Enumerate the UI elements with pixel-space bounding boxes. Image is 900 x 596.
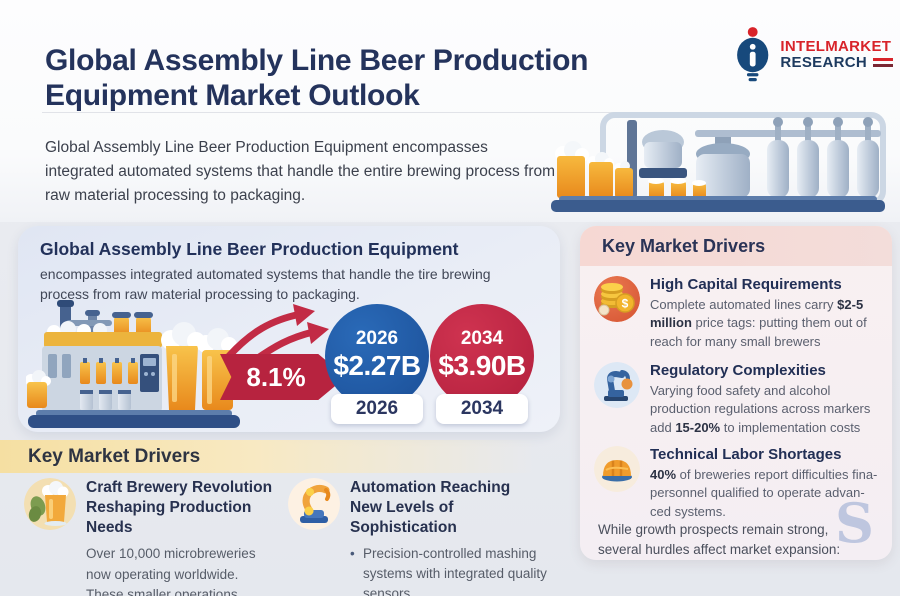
page-title: Global Assembly Line Beer Production Equi… [45,44,685,113]
svg-text:$: $ [622,297,629,311]
bottom-driver-title: Craft Brewery Revolution Reshaping Produc… [86,478,278,538]
market-value-2026-circle: 2026 $2.27B [325,304,429,408]
bottom-driver-body: Over 10,000 microbreweries now operating… [86,546,256,596]
tall-beer-glass [161,322,205,410]
small-mug [26,370,51,408]
brand-name-bottom: RESEARCH [780,55,893,71]
driver-body: Varying food safety and alcohol producti… [650,382,882,437]
driver-text-labor: Technical Labor Shortages 40% of breweri… [650,446,882,521]
fermentation-tanks [767,117,879,198]
cans-row [80,390,131,410]
growth-arrows-icon [225,304,329,364]
driver-item-high-capital: $ High Capital Requirements Complete aut… [594,276,880,351]
brand-logo: INTELMARKET RESEARCH [733,16,893,94]
bottom-driver-text: Craft Brewery Revolution Reshaping Produc… [86,478,278,596]
bottom-driver-automation: Automation Reaching New Levels of Sophist… [288,478,564,596]
market-overview-card: Global Assembly Line Beer Production Equ… [18,226,560,432]
bottom-driver-title-line1: Automation Reaching [350,479,511,496]
intro-text: Global Assembly Line Beer Production Equ… [45,138,556,204]
hard-hat-icon [594,446,640,492]
brewery-line-illustration [551,112,886,212]
year-2034-pill: 2034 [436,394,528,424]
market-year-2026: 2026 [355,328,399,350]
watermark-s: S [835,491,874,555]
market-year-2034: 2034 [460,328,504,350]
brew-kettle [696,137,750,198]
beer-glass-icon [24,478,76,530]
bullet-item: Precision-controlled mashing systems wit… [350,544,564,596]
driver-title: Regulatory Complexities [650,362,826,379]
key-market-drivers-panel: Key Market Drivers $ High Capital Requir… [580,226,892,560]
driver-body-post: price tags: putting them out of reach fo… [650,315,867,349]
bottom-driver-title-line2: New Levels of Sophistication [350,499,457,537]
driver-body-post: to implementation costs [720,419,861,435]
driver-body-pre: Complete automated lines carry [650,297,838,312]
panel-footnote: While growth prospects remain strong, se… [598,522,841,557]
growth-rate-value: 8.1% [246,361,306,392]
brand-name-bottom-text: RESEARCH [780,54,867,71]
market-value-2026: $2.27B [333,350,421,382]
market-card-title: Global Assembly Line Beer Production Equ… [40,239,459,259]
year-2026-pill: 2026 [331,394,423,424]
coins-icon: $ [594,276,640,322]
small-cups [648,178,706,198]
driver-body-post: of breweries report difficulties fina-pe… [650,467,878,519]
bottom-driver-title: Automation Reaching New Levels of Sophist… [350,478,564,538]
driver-body-pre: Varying food safety and alcohol producti… [650,383,871,435]
bottom-driver-craft-brewery: Craft Brewery Revolution Reshaping Produc… [24,478,274,596]
driver-body: 40% of breweries report difficulties fin… [650,466,882,521]
page-title-line2: Equipment Market Outlook [45,78,420,112]
bottles-row [80,358,138,384]
robot-arm-orange-icon [288,478,340,530]
top-tanks [112,312,153,336]
bullet-list: Precision-controlled mashing systems wit… [350,544,564,596]
robot-arm-icon [594,362,640,408]
bottom-drivers-title-text: Key Market Drivers [28,445,201,467]
driver-body-bold: 40% [650,467,677,482]
header-divider [42,112,870,113]
driver-text-high-capital: High Capital Requirements Complete autom… [650,276,882,351]
market-value-2034: $3.90B [438,350,526,382]
drivers-panel-title: Key Market Drivers [580,226,892,266]
logo-bars-icon [873,58,893,68]
page-title-line1: Global Assembly Line Beer Production [45,44,589,78]
bottom-driver-title-line2: Reshaping Production Needs [86,499,252,537]
driver-body: Complete automated lines carry $2-5 mill… [650,296,882,351]
driver-title: High Capital Requirements [650,276,842,293]
brewing-machine-illustration [26,300,242,428]
market-card-description: encompasses integrated automated systems… [40,266,491,303]
market-value-2034-circle: 2034 $3.90B [430,304,534,408]
driver-item-labor: Technical Labor Shortages 40% of breweri… [594,446,880,521]
bottom-drivers-title: Key Market Drivers [0,440,560,473]
driver-item-regulatory: Regulatory Complexities Varying food saf… [594,362,880,437]
mash-tun [639,130,687,178]
driver-body-bold: $2-5 million [650,297,864,331]
beer-mugs [555,141,633,198]
brand-name-top: INTELMARKET [780,38,892,56]
driver-text-regulatory: Regulatory Complexities Varying food saf… [650,362,882,437]
bottom-driver-text: Automation Reaching New Levels of Sophist… [350,478,564,596]
brand-name: INTELMARKET RESEARCH [780,39,893,71]
driver-body-bold: 15-20% [675,419,721,435]
driver-title: Technical Labor Shortages [650,446,842,463]
lightbulb-i-icon [737,27,769,82]
bottom-driver-title-line1: Craft Brewery Revolution [86,479,273,496]
